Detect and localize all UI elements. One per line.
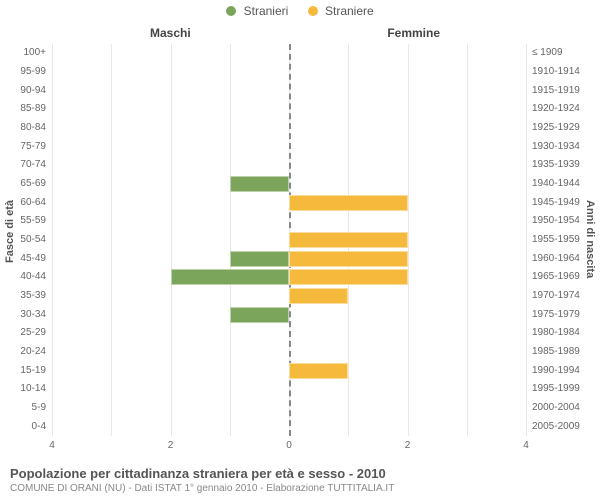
y-label-year: 2000-2004	[532, 402, 580, 413]
bar-row	[52, 381, 526, 397]
caption-title: Popolazione per cittadinanza straniera p…	[10, 466, 590, 481]
bar-male	[171, 269, 290, 285]
bar-row	[52, 307, 526, 323]
gridline	[526, 44, 527, 436]
plot-area: 100+≤ 190995-991910-191490-941915-191985…	[52, 44, 526, 436]
y-label-age: 75-79	[20, 141, 46, 152]
bar-row	[52, 269, 526, 285]
bar-row	[52, 344, 526, 360]
y-label-age: 20-24	[20, 346, 46, 357]
bar-female	[289, 232, 408, 248]
y-label-year: 1995-1999	[532, 383, 580, 394]
bar-row	[52, 251, 526, 267]
x-tick-label: 4	[523, 440, 529, 451]
y-label-age: 15-19	[20, 365, 46, 376]
y-axis-title-left: Fasce di età	[4, 200, 16, 263]
legend-label-male: Stranieri	[244, 4, 289, 18]
population-pyramid-chart: Stranieri Straniere Maschi Femmine Fasce…	[0, 0, 600, 500]
legend-swatch-male	[226, 6, 236, 16]
y-label-year: 1925-1929	[532, 122, 580, 133]
bar-row	[52, 157, 526, 173]
bar-row	[52, 419, 526, 435]
y-label-age: 40-44	[20, 271, 46, 282]
legend-label-female: Straniere	[325, 4, 374, 18]
bar-male	[230, 307, 289, 323]
y-label-year: 1945-1949	[532, 197, 580, 208]
bar-male	[230, 251, 289, 267]
bar-row	[52, 45, 526, 61]
bar-female	[289, 251, 408, 267]
bar-female	[289, 288, 348, 304]
x-tick-label: 2	[168, 440, 174, 451]
x-tick-label: 0	[286, 440, 292, 451]
legend-item-male: Stranieri	[226, 4, 288, 18]
y-label-age: 0-4	[32, 421, 46, 432]
bar-male	[230, 176, 289, 192]
side-title-right: Femmine	[387, 26, 440, 40]
y-label-year: 1970-1974	[532, 290, 580, 301]
y-label-age: 100+	[23, 47, 46, 58]
y-label-year: 1950-1954	[532, 215, 580, 226]
bar-row	[52, 101, 526, 117]
caption-subtitle: COMUNE DI ORANI (NU) - Dati ISTAT 1° gen…	[10, 483, 590, 494]
y-label-year: 2005-2009	[532, 421, 580, 432]
y-label-year: 1965-1969	[532, 271, 580, 282]
bar-row	[52, 64, 526, 80]
y-label-age: 45-49	[20, 253, 46, 264]
bar-row	[52, 83, 526, 99]
bar-row	[52, 325, 526, 341]
legend: Stranieri Straniere	[0, 4, 600, 18]
bar-female	[289, 363, 348, 379]
bar-female	[289, 269, 408, 285]
y-label-age: 70-74	[20, 159, 46, 170]
y-label-year: 1960-1964	[532, 253, 580, 264]
y-label-age: 90-94	[20, 85, 46, 96]
y-label-age: 50-54	[20, 234, 46, 245]
y-label-year: 1930-1934	[532, 141, 580, 152]
x-tick-label: 4	[49, 440, 55, 451]
y-axis-title-right: Anni di nascita	[584, 200, 596, 278]
x-tick-label: 2	[405, 440, 411, 451]
side-title-left: Maschi	[150, 26, 191, 40]
bar-row	[52, 213, 526, 229]
bar-female	[289, 195, 408, 211]
y-label-year: 1915-1919	[532, 85, 580, 96]
bar-row	[52, 195, 526, 211]
y-label-age: 35-39	[20, 290, 46, 301]
y-label-age: 60-64	[20, 197, 46, 208]
y-label-year: ≤ 1909	[532, 47, 563, 58]
y-label-year: 1980-1984	[532, 327, 580, 338]
caption: Popolazione per cittadinanza straniera p…	[10, 466, 590, 494]
y-label-age: 25-29	[20, 327, 46, 338]
y-label-year: 1940-1944	[532, 178, 580, 189]
y-label-age: 95-99	[20, 66, 46, 77]
legend-swatch-female	[308, 6, 318, 16]
y-label-age: 80-84	[20, 122, 46, 133]
y-label-year: 1990-1994	[532, 365, 580, 376]
bar-row	[52, 363, 526, 379]
y-label-year: 1975-1979	[532, 309, 580, 320]
y-label-age: 55-59	[20, 215, 46, 226]
bar-row	[52, 288, 526, 304]
y-label-age: 30-34	[20, 309, 46, 320]
bar-row	[52, 176, 526, 192]
y-label-year: 1920-1924	[532, 103, 580, 114]
legend-item-female: Straniere	[308, 4, 374, 18]
y-label-year: 1985-1989	[532, 346, 580, 357]
y-label-year: 1935-1939	[532, 159, 580, 170]
y-label-year: 1955-1959	[532, 234, 580, 245]
bar-row	[52, 232, 526, 248]
bar-row	[52, 400, 526, 416]
y-label-year: 1910-1914	[532, 66, 580, 77]
y-label-age: 10-14	[20, 383, 46, 394]
y-label-age: 5-9	[32, 402, 46, 413]
bar-row	[52, 139, 526, 155]
y-label-age: 85-89	[20, 103, 46, 114]
bar-row	[52, 120, 526, 136]
y-label-age: 65-69	[20, 178, 46, 189]
